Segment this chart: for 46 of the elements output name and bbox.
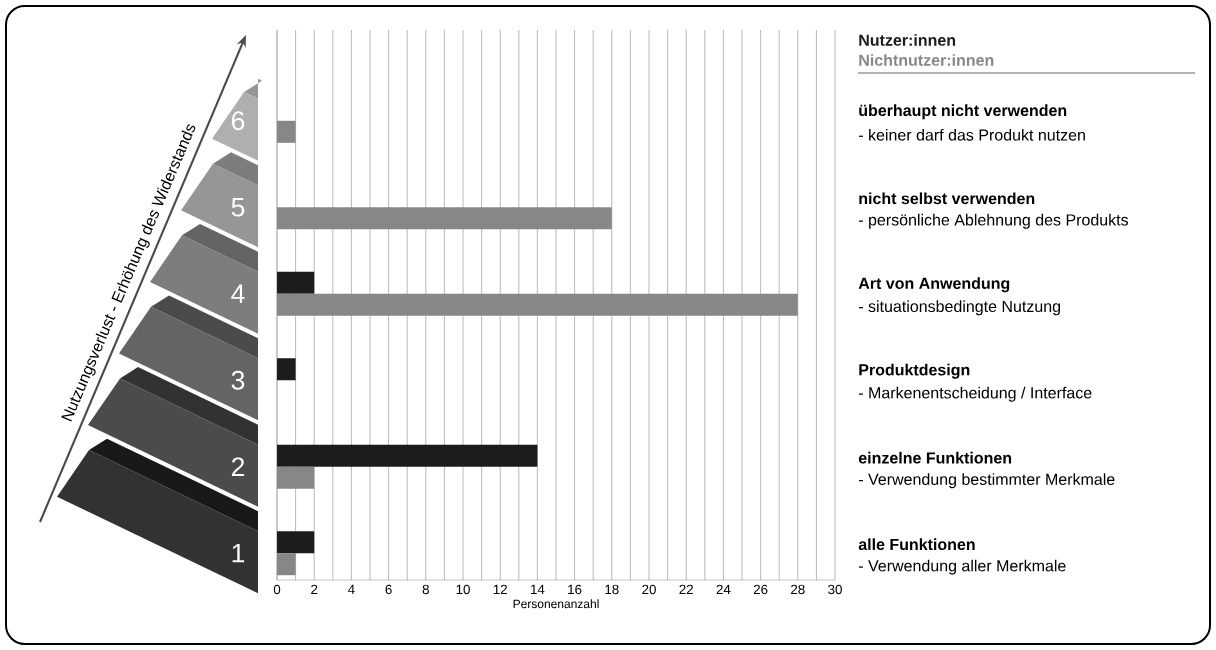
text: einzelne Funktionen <box>858 451 1012 464</box>
x-tick-label: 10 <box>456 584 470 595</box>
bar <box>277 531 315 554</box>
y-tick-label: 1 <box>232 544 245 563</box>
x-tick-label: 30 <box>828 584 842 595</box>
bar <box>277 120 296 143</box>
bar <box>277 358 296 381</box>
x-tick-label: 20 <box>642 584 656 595</box>
text: - persönliche Ablehnung des Produkts <box>858 213 1129 229</box>
text: Nutzer:innen <box>859 34 956 46</box>
text: - situationsbedingte Nutzung <box>858 300 1060 316</box>
text: - Markenentscheidung / Interface <box>858 386 1092 402</box>
y-tick-label: 6 <box>231 111 245 131</box>
x-tick-label: 4 <box>348 584 355 594</box>
y-tick-label: 3 <box>231 370 245 390</box>
x-tick-label: 22 <box>679 584 693 595</box>
y-tick-label: 4 <box>231 284 245 303</box>
y-tick-label: 5 <box>231 197 245 217</box>
x-tick-label: 28 <box>791 584 805 595</box>
y-tick-label: 2 <box>231 457 245 477</box>
x-tick-label: 12 <box>493 584 507 595</box>
text: nicht selbst verwenden <box>859 192 1035 205</box>
x-axis-title: Personenanzahl <box>513 599 599 609</box>
text: - Verwendung bestimmter Merkmale <box>858 473 1115 489</box>
x-tick-label: 26 <box>753 584 768 595</box>
bar <box>277 271 315 294</box>
x-tick-label: 8 <box>422 584 429 595</box>
x-tick-label: 16 <box>568 584 582 595</box>
bar <box>277 553 296 576</box>
text: - keiner darf das Produkt nutzen <box>858 128 1085 141</box>
bar <box>277 466 315 489</box>
text: alle Funktionen <box>858 538 975 551</box>
x-tick-label: 18 <box>605 584 619 595</box>
text: Nichtnutzer:innen <box>859 54 994 66</box>
text: überhaupt nicht verwenden <box>859 104 1067 120</box>
x-tick-label: 24 <box>716 584 731 595</box>
text: - Verwendung aller Merkmale <box>858 559 1066 575</box>
x-tick-label: 2 <box>311 584 318 595</box>
text: Art von Anwendung <box>858 277 1010 293</box>
x-tick-label: 0 <box>273 584 281 595</box>
bar <box>277 293 798 316</box>
x-tick-label: 6 <box>385 584 392 595</box>
bar <box>277 444 538 467</box>
bar <box>277 207 612 230</box>
text: Produktdesign <box>859 363 970 379</box>
x-tick-label: 14 <box>531 584 545 594</box>
